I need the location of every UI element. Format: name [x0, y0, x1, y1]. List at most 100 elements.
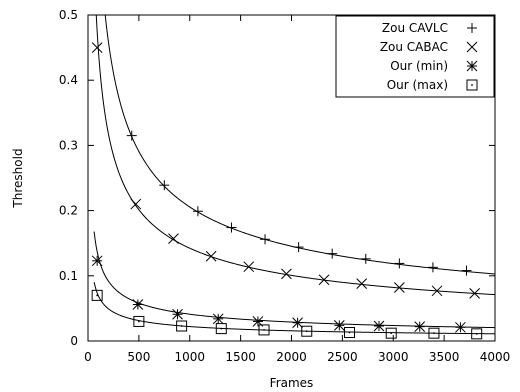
data-point [414, 321, 426, 333]
data-point [356, 278, 368, 289]
marker-stroke [292, 317, 303, 329]
marker-stroke [466, 79, 478, 91]
marker-stroke [130, 198, 142, 210]
data-point [428, 327, 440, 339]
data-point [466, 41, 478, 53]
data-point [260, 234, 271, 245]
data-point [471, 328, 483, 340]
marker-dot [390, 332, 393, 335]
marker-stroke [281, 268, 292, 280]
marker-dot [471, 84, 473, 86]
data-point [130, 198, 142, 210]
x-tick-labels: 0 500 1000 1500 2000 2500 3000 3500 4000 [84, 350, 510, 364]
data-point [466, 79, 478, 91]
legend-box [335, 15, 495, 98]
marker-stroke [469, 288, 481, 299]
marker-stroke [318, 274, 330, 286]
marker-stroke [172, 308, 183, 320]
marker-stroke [466, 41, 478, 53]
marker-dot [263, 329, 265, 331]
marker-stroke [168, 233, 179, 244]
data-point [394, 258, 405, 269]
data-point [176, 320, 188, 332]
series [91, 231, 495, 333]
marker-stroke [466, 60, 478, 72]
series [104, 15, 495, 276]
marker-stroke [91, 42, 103, 53]
x-tick-label: 1500 [225, 350, 256, 364]
data-point [133, 315, 145, 327]
x-tick-label: 0 [84, 350, 92, 364]
marker-stroke [176, 320, 188, 332]
data-point [172, 308, 183, 320]
y-tick-label: 0.5 [59, 8, 78, 22]
data-point [126, 130, 137, 141]
data-point [281, 268, 292, 280]
series [91, 281, 495, 340]
marker-stroke [343, 327, 355, 339]
data-point [91, 289, 103, 301]
series-curve [93, 281, 495, 335]
x-tick-label: 3500 [429, 350, 460, 364]
data-point [212, 313, 224, 325]
marker-stroke [471, 328, 483, 340]
data-point [243, 261, 255, 273]
y-tick-label: 0.2 [59, 204, 78, 218]
y-tick-label: 0 [70, 334, 78, 348]
x-axis-title: Frames [270, 376, 314, 390]
data-point [360, 253, 371, 264]
marker-stroke [132, 299, 144, 310]
marker-stroke [91, 255, 103, 267]
data-point [394, 282, 405, 293]
data-point [301, 325, 313, 337]
x-tick-label: 3000 [378, 350, 409, 364]
marker-stroke [428, 327, 440, 339]
y-tick-label: 0.3 [59, 138, 78, 152]
data-point [469, 288, 481, 299]
legend-label: Zou CAVLC [382, 21, 448, 35]
marker-stroke [394, 282, 405, 293]
marker-dot [305, 330, 308, 333]
data-point [431, 285, 443, 297]
data-point [333, 319, 345, 331]
data-point [258, 324, 270, 336]
series-curve [93, 231, 495, 329]
marker-stroke [301, 325, 313, 337]
data-point [455, 321, 466, 333]
x-tick-label: 4000 [480, 350, 511, 364]
data-point [215, 323, 227, 335]
data-point [467, 23, 477, 33]
data-point [91, 42, 103, 53]
marker-dot [96, 294, 99, 297]
data-point [192, 206, 203, 217]
marker-stroke [133, 315, 145, 327]
marker-stroke [243, 261, 255, 273]
x-tick-label: 2500 [327, 350, 358, 364]
marker-stroke [414, 321, 426, 333]
data-point [327, 248, 338, 259]
marker-stroke [373, 320, 385, 332]
marker-stroke [215, 323, 227, 335]
marker-stroke [258, 324, 270, 336]
data-point [427, 262, 438, 273]
data-point [168, 233, 179, 244]
data-point [385, 327, 397, 339]
data-point [91, 255, 103, 267]
marker-dot [433, 332, 435, 335]
y-tick-labels: 0 0.1 0.2 0.3 0.4 0.5 [59, 8, 78, 348]
y-tick-label: 0.4 [59, 73, 78, 87]
data-point [226, 222, 237, 233]
data-point [159, 180, 170, 191]
marker-stroke [356, 278, 368, 289]
series [91, 15, 495, 299]
data-point [343, 327, 355, 339]
data-point [466, 60, 478, 72]
data-point [292, 317, 303, 329]
marker-stroke [385, 327, 397, 339]
data-point [205, 250, 217, 262]
marker-stroke [91, 289, 103, 301]
x-tick-label: 500 [127, 350, 150, 364]
data-point [373, 320, 385, 332]
marker-dot [137, 320, 140, 323]
